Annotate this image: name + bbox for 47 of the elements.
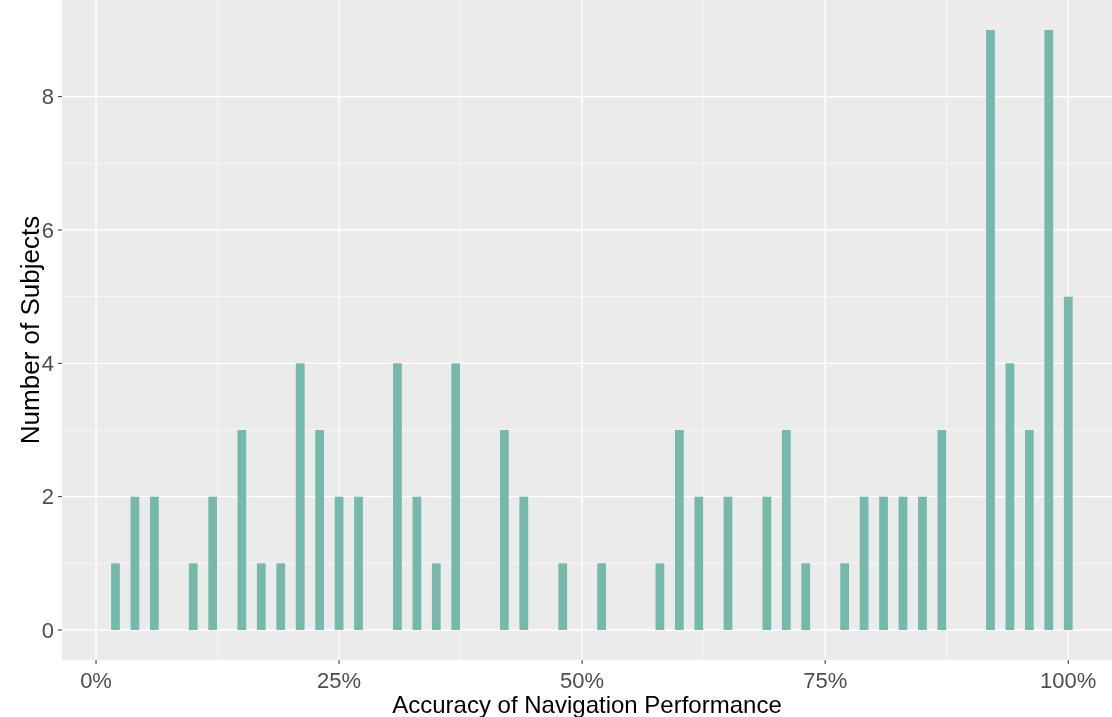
x-tick-label: 100% [1040, 668, 1097, 693]
x-tick-label: 75% [803, 668, 848, 693]
bar [519, 496, 529, 630]
bar [256, 563, 266, 630]
bar [558, 563, 568, 630]
bar [295, 363, 305, 630]
bar [694, 496, 704, 630]
bar [1063, 296, 1073, 630]
bar [986, 30, 995, 630]
bar [276, 563, 286, 630]
bar [354, 496, 363, 630]
y-tick-label: 0 [41, 617, 54, 643]
bar [451, 363, 461, 630]
bar [762, 496, 772, 630]
bar [655, 563, 665, 630]
y-tick-label: 2 [41, 484, 54, 510]
x-tick-label: 25% [317, 668, 362, 693]
bar [840, 563, 850, 630]
bar [431, 563, 441, 630]
bar [1005, 363, 1015, 630]
bar [237, 430, 247, 630]
bar [801, 563, 811, 630]
bar [674, 430, 684, 630]
bar [898, 496, 908, 630]
bar [723, 496, 733, 630]
bar [859, 496, 869, 630]
x-tick-label: 0% [80, 668, 112, 693]
bar [334, 496, 344, 630]
bar [149, 496, 159, 630]
bar [879, 496, 888, 630]
bar [597, 563, 606, 630]
bar [208, 496, 218, 630]
bar [937, 430, 947, 630]
bar [918, 496, 927, 630]
bar [781, 430, 791, 630]
y-tick-label: 8 [41, 84, 54, 110]
x-tick-label: 50% [560, 668, 605, 693]
bar [393, 363, 402, 630]
bar [315, 430, 325, 630]
bar [1024, 430, 1034, 630]
bar [130, 496, 140, 630]
bar [412, 496, 422, 630]
y-tick-label: 6 [41, 217, 54, 243]
bar [111, 563, 120, 630]
bar [188, 563, 198, 630]
bar [499, 430, 509, 630]
bar [1044, 30, 1054, 630]
